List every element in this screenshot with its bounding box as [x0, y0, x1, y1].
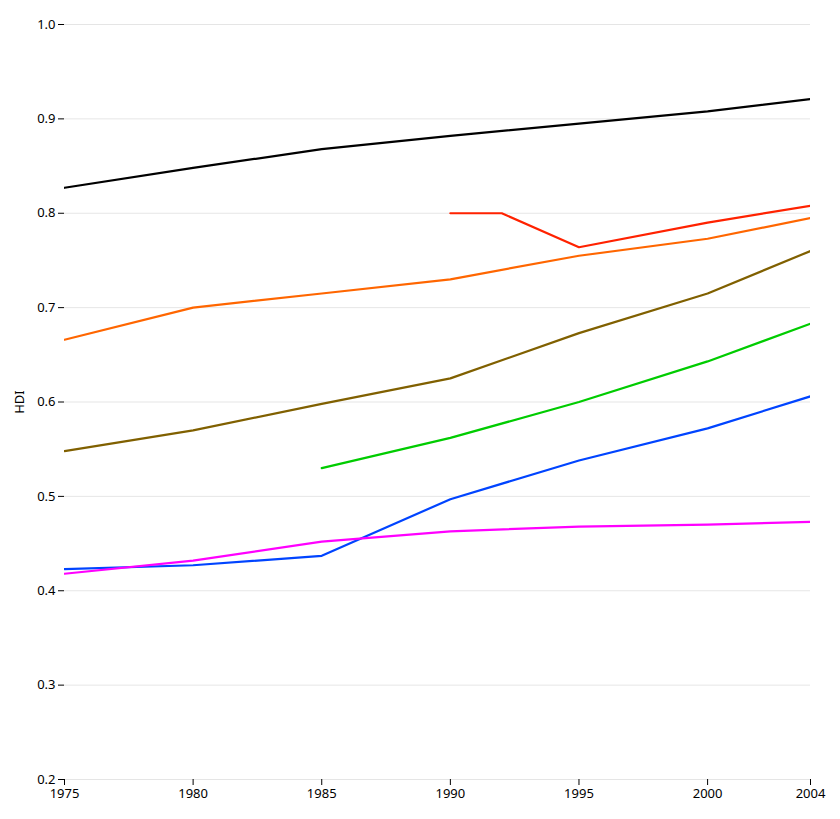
svg-text:0.6: 0.6: [37, 392, 55, 410]
svg-text:1.0: 1.0: [37, 15, 55, 33]
svg-text:0.2: 0.2: [37, 769, 56, 788]
svg-text:1980: 1980: [178, 784, 208, 802]
svg-text:0.7: 0.7: [37, 298, 55, 316]
svg-text:0.9: 0.9: [37, 109, 55, 127]
svg-text:2004: 2004: [796, 784, 826, 802]
svg-text:1975: 1975: [50, 784, 80, 802]
svg-text:0.8: 0.8: [37, 203, 55, 221]
svg-text:1985: 1985: [307, 784, 337, 802]
svg-text:0.4: 0.4: [37, 581, 56, 599]
svg-text:0.5: 0.5: [37, 487, 55, 505]
svg-text:2000: 2000: [693, 784, 723, 802]
svg-text:HDI: HDI: [10, 390, 28, 414]
svg-text:0.3: 0.3: [37, 675, 55, 693]
svg-text:1995: 1995: [564, 784, 594, 802]
svg-text:1990: 1990: [435, 784, 465, 802]
